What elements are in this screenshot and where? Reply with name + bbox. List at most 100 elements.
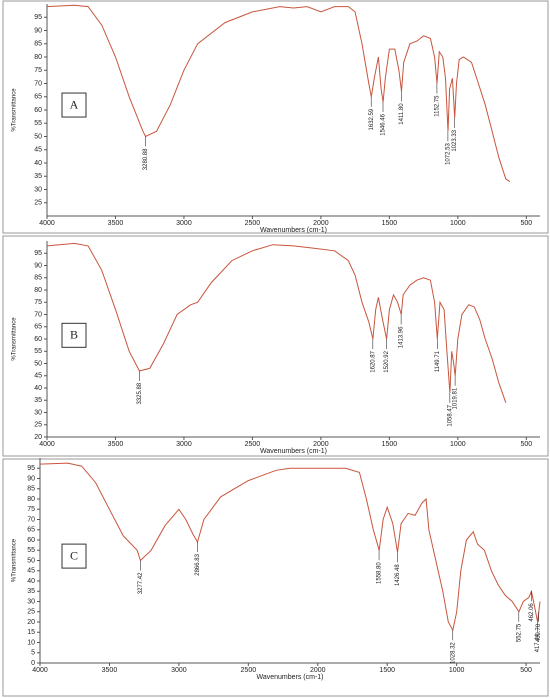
spectrum-line [46,242,507,403]
peak-label: 1058.47 [447,404,453,426]
peak-label: 3280.88 [143,148,149,170]
y-tick-label: 15 [27,629,35,636]
x-tick-label: 1500 [382,441,398,448]
y-tick-label: 90 [34,262,42,269]
y-tick-label: 30 [34,409,42,416]
y-tick-label: 85 [27,486,35,493]
peak-label: 1411.80 [399,103,405,125]
y-axis-title: %Transmittance [12,88,18,132]
x-tick-label: 1000 [449,667,465,674]
y-tick-label: 50 [27,557,35,564]
y-tick-label: 20 [34,434,42,441]
y-tick-label: 45 [27,568,35,575]
spectrum-line [39,462,541,632]
y-tick-label: 80 [34,287,42,294]
x-tick-label: 2000 [313,441,329,448]
y-tick-label: 40 [34,160,42,167]
x-axis-title: Wavenumbers (cm-1) [256,674,323,681]
y-tick-label: 35 [34,173,42,180]
y-tick-label: 85 [34,41,42,48]
peak-label: 1520.92 [384,350,390,372]
y-tick-label: 25 [34,422,42,429]
x-tick-label: 4000 [39,441,55,448]
peak-label: 409.70 [536,623,542,642]
y-tick-label: 70 [34,80,42,87]
y-tick-label: 85 [34,275,42,282]
x-tick-label: 1000 [450,441,466,448]
panel-label-box [61,92,87,118]
peak-label: 1426.48 [395,564,401,586]
y-tick-label: 35 [34,397,42,404]
peak-label: 2866.83 [195,553,201,575]
y-tick-label: 40 [27,578,35,585]
y-tick-label: 20 [27,619,35,626]
x-tick-label: 2500 [245,220,261,227]
peak-label: 1072.53 [445,143,451,165]
panel-label-box [61,322,87,348]
y-tick-label: 90 [27,475,35,482]
y-tick-label: 35 [27,588,35,595]
x-tick-label: 4000 [32,667,48,674]
x-tick-label: 3500 [102,667,118,674]
panel-border [2,235,549,457]
x-tick-label: 2500 [241,667,257,674]
y-tick-label: 55 [34,120,42,127]
peak-label: 462.06 [529,603,535,622]
peak-label: 1546.46 [381,113,387,135]
y-axis-title: %Transmittance [12,317,18,361]
x-tick-label: 1500 [382,220,398,227]
x-tick-label: 3000 [176,441,192,448]
peak-label: 552.75 [516,623,522,642]
peak-label: 3325.88 [137,382,143,404]
y-tick-label: 30 [27,598,35,605]
x-tick-label: 3500 [108,441,124,448]
y-tick-label: 65 [34,94,42,101]
panel: 0 5 10 15 20 25 30 35 40 45 50 55 60 65 70 75 80 85 90 95 40… [2,458,549,697]
spectrum-line [46,4,511,183]
y-tick-label: 0 [31,660,35,667]
x-tick-label: 2000 [313,220,329,227]
y-tick-label: 90 [34,27,42,34]
y-tick-label: 75 [27,506,35,513]
x-tick-label: 1500 [379,667,395,674]
y-tick-label: 70 [27,516,35,523]
y-tick-label: 75 [34,67,42,74]
y-tick-label: 25 [34,200,42,207]
peak-label: 1019.81 [453,387,459,409]
y-tick-label: 70 [34,311,42,318]
peak-label: 1028.32 [450,642,456,664]
y-tick-label: 60 [34,107,42,114]
x-tick-label: 2000 [310,667,326,674]
y-tick-label: 80 [34,54,42,61]
y-tick-label: 65 [27,527,35,534]
x-axis-title: Wavenumbers (cm-1) [260,227,327,234]
y-tick-label: 30 [34,186,42,193]
y-tick-label: 55 [27,547,35,554]
y-tick-label: 25 [27,609,35,616]
y-tick-label: 80 [27,496,35,503]
peak-label: 1023.33 [452,129,458,151]
y-tick-label: 65 [34,324,42,331]
x-tick-label: 3500 [108,220,124,227]
peak-label: 1558.80 [377,562,383,584]
y-tick-label: 45 [34,147,42,154]
x-tick-label: 3000 [176,220,192,227]
peak-label: 1620.87 [370,350,376,372]
x-tick-label: 500 [520,667,532,674]
panel-label: A [70,97,79,111]
peak-label: 1632.59 [369,108,375,130]
x-tick-label: 500 [520,441,532,448]
x-axis-title: Wavenumbers (cm-1) [260,448,327,455]
y-tick-label: 40 [34,385,42,392]
y-tick-label: 95 [34,250,42,257]
panel-border [2,458,549,697]
y-tick-label: 45 [34,373,42,380]
panel-border [2,0,549,234]
y-tick-label: 60 [27,537,35,544]
peak-label: 1413.96 [399,326,405,348]
y-axis-title: %Transmittance [12,538,18,582]
panel-label-box [61,543,87,569]
peak-label: 1149.71 [435,350,441,372]
panel: 20 25 30 35 40 45 50 55 60 65 70 75 80 85 90 95 4000 3500… [2,235,549,457]
y-tick-label: 50 [34,360,42,367]
